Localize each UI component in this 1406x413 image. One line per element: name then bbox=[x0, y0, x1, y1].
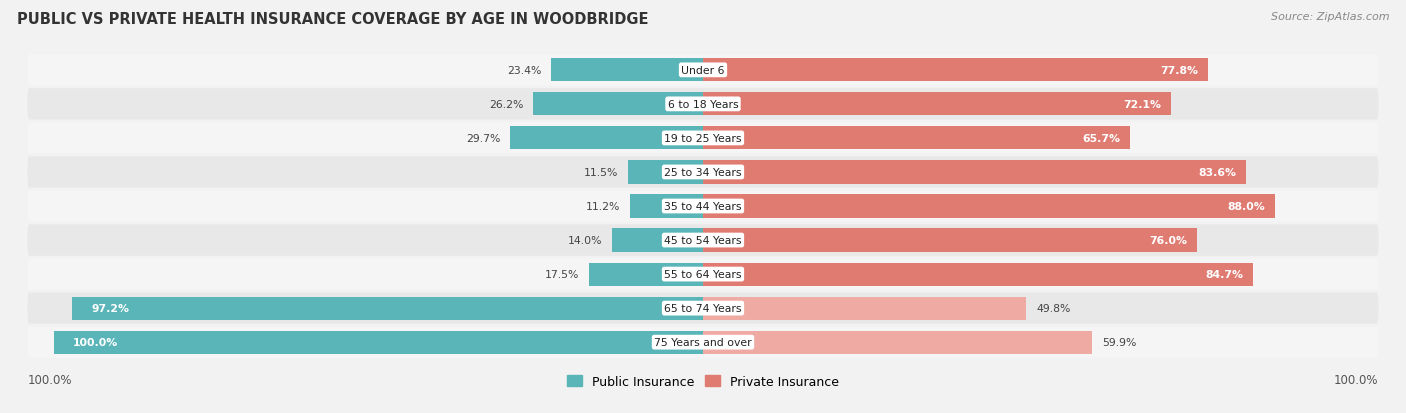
Text: 65.7%: 65.7% bbox=[1083, 133, 1121, 144]
Text: 59.9%: 59.9% bbox=[1102, 337, 1136, 347]
Text: 100.0%: 100.0% bbox=[73, 337, 118, 347]
Text: 84.7%: 84.7% bbox=[1205, 269, 1243, 280]
Text: 29.7%: 29.7% bbox=[465, 133, 501, 144]
Bar bbox=[703, 195, 1274, 218]
Bar bbox=[703, 161, 1246, 184]
Text: 23.4%: 23.4% bbox=[508, 66, 541, 76]
Text: 97.2%: 97.2% bbox=[91, 304, 129, 313]
FancyBboxPatch shape bbox=[28, 293, 1378, 324]
Bar bbox=[612, 229, 703, 252]
FancyBboxPatch shape bbox=[28, 327, 1378, 358]
Bar bbox=[703, 331, 1092, 354]
Bar bbox=[703, 127, 1129, 150]
Text: 100.0%: 100.0% bbox=[28, 373, 72, 386]
Text: 11.2%: 11.2% bbox=[586, 202, 620, 211]
FancyBboxPatch shape bbox=[28, 259, 1378, 290]
Text: Under 6: Under 6 bbox=[682, 66, 724, 76]
Bar bbox=[703, 93, 1171, 116]
Text: 75 Years and over: 75 Years and over bbox=[654, 337, 752, 347]
Text: 77.8%: 77.8% bbox=[1160, 66, 1198, 76]
Bar bbox=[510, 127, 703, 150]
Text: 45 to 54 Years: 45 to 54 Years bbox=[664, 235, 742, 245]
Text: 55 to 64 Years: 55 to 64 Years bbox=[664, 269, 742, 280]
Text: 65 to 74 Years: 65 to 74 Years bbox=[664, 304, 742, 313]
Text: 6 to 18 Years: 6 to 18 Years bbox=[668, 100, 738, 109]
FancyBboxPatch shape bbox=[28, 89, 1378, 120]
Text: 25 to 34 Years: 25 to 34 Years bbox=[664, 168, 742, 178]
Bar bbox=[53, 331, 703, 354]
Text: 83.6%: 83.6% bbox=[1198, 168, 1236, 178]
Bar bbox=[628, 161, 703, 184]
Text: 72.1%: 72.1% bbox=[1123, 100, 1161, 109]
Bar bbox=[630, 195, 703, 218]
FancyBboxPatch shape bbox=[28, 157, 1378, 188]
FancyBboxPatch shape bbox=[28, 123, 1378, 154]
Bar bbox=[551, 59, 703, 82]
Text: 17.5%: 17.5% bbox=[546, 269, 579, 280]
FancyBboxPatch shape bbox=[28, 225, 1378, 256]
Text: Source: ZipAtlas.com: Source: ZipAtlas.com bbox=[1271, 12, 1389, 22]
Text: 35 to 44 Years: 35 to 44 Years bbox=[664, 202, 742, 211]
Bar bbox=[533, 93, 703, 116]
Bar bbox=[703, 297, 1026, 320]
Text: 49.8%: 49.8% bbox=[1036, 304, 1070, 313]
Text: 26.2%: 26.2% bbox=[489, 100, 523, 109]
Bar bbox=[589, 263, 703, 286]
Bar bbox=[72, 297, 703, 320]
Bar bbox=[703, 263, 1253, 286]
Legend: Public Insurance, Private Insurance: Public Insurance, Private Insurance bbox=[562, 370, 844, 393]
Bar bbox=[703, 59, 1208, 82]
Text: 19 to 25 Years: 19 to 25 Years bbox=[664, 133, 742, 144]
Bar bbox=[703, 229, 1197, 252]
Text: 14.0%: 14.0% bbox=[568, 235, 602, 245]
Text: 11.5%: 11.5% bbox=[585, 168, 619, 178]
Text: PUBLIC VS PRIVATE HEALTH INSURANCE COVERAGE BY AGE IN WOODBRIDGE: PUBLIC VS PRIVATE HEALTH INSURANCE COVER… bbox=[17, 12, 648, 27]
FancyBboxPatch shape bbox=[28, 191, 1378, 222]
FancyBboxPatch shape bbox=[28, 55, 1378, 86]
Text: 76.0%: 76.0% bbox=[1149, 235, 1187, 245]
Text: 88.0%: 88.0% bbox=[1227, 202, 1265, 211]
Text: 100.0%: 100.0% bbox=[1334, 373, 1378, 386]
